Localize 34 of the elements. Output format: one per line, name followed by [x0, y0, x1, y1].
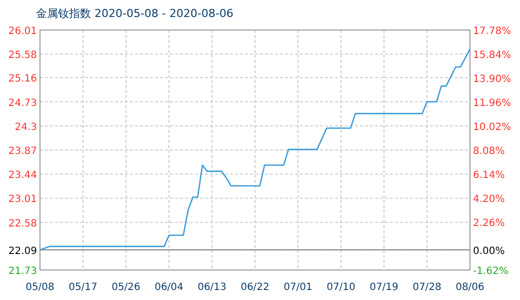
x-tick-label: 07/10	[326, 282, 356, 293]
y2-tick-label: 0.00%	[473, 246, 505, 257]
y-tick-label: 22.58	[8, 218, 37, 230]
y2-tick-label: 17.78%	[473, 26, 512, 37]
x-tick-label: 06/04	[154, 282, 184, 293]
x-tick-label: 07/28	[412, 282, 442, 293]
chart-title: 金属钕指数 2020-05-08 - 2020-08-06	[36, 7, 234, 20]
x-tick-label: 06/13	[198, 282, 226, 293]
y-tick-label: 25.58	[8, 50, 37, 62]
y-tick-label: 23.44	[8, 170, 37, 182]
x-tick-label: 07/01	[284, 282, 312, 293]
y-tick-label: 22.09	[8, 246, 37, 257]
y2-tick-label: 10.02%	[473, 122, 512, 133]
y2-tick-label: 15.84%	[473, 50, 512, 61]
x-tick-label: 07/19	[370, 282, 398, 293]
y-tick-label: 24.3	[14, 122, 37, 133]
x-tick-label: 05/26	[112, 282, 140, 293]
y2-tick-label: 4.20%	[473, 194, 505, 205]
y2-tick-label: 6.14%	[473, 170, 505, 181]
y-tick-label: 23.87	[8, 146, 37, 157]
y2-tick-label: 13.90%	[473, 74, 512, 85]
y-tick-label: 24.73	[8, 98, 37, 109]
x-tick-label: 06/22	[240, 282, 270, 293]
y-tick-label: 25.16	[8, 74, 37, 85]
y2-tick-label: 2.26%	[473, 218, 505, 229]
y2-tick-label: -1.62%	[473, 266, 508, 277]
x-tick-label: 05/17	[68, 282, 98, 293]
y-tick-label: 23.01	[8, 194, 37, 206]
x-tick-label: 08/06	[456, 282, 484, 293]
x-tick-label: 05/08	[26, 282, 54, 293]
y-tick-label: 21.73	[8, 266, 37, 277]
y2-tick-label: 8.08%	[473, 146, 505, 157]
y-tick-label: 26.01	[8, 26, 37, 37]
y2-tick-label: 11.96%	[473, 98, 512, 109]
